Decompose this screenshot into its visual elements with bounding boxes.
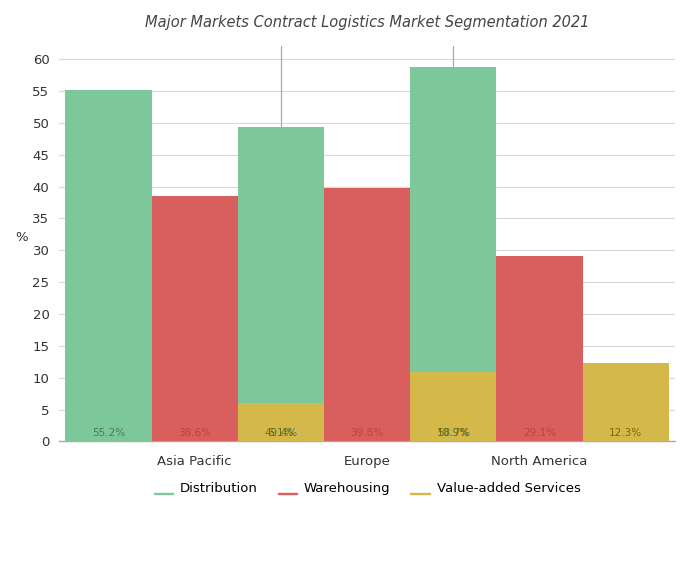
Text: 29.1%: 29.1% (523, 428, 556, 437)
Bar (152, 195, 238, 441)
Bar (496, 256, 582, 441)
Bar (324, 188, 410, 441)
Text: 12.3%: 12.3% (609, 428, 642, 437)
Text: 10.9%: 10.9% (437, 428, 470, 437)
Text: 6.1%: 6.1% (268, 428, 294, 437)
Text: 39.8%: 39.8% (351, 428, 384, 437)
Bar (410, 372, 496, 441)
Bar (238, 127, 324, 441)
Text: 38.6%: 38.6% (178, 428, 211, 437)
Bar (410, 68, 496, 441)
Bar (582, 363, 669, 441)
Y-axis label: %: % (15, 231, 28, 244)
Legend: Distribution, Warehousing, Value-added Services: Distribution, Warehousing, Value-added S… (147, 475, 587, 502)
Text: 58.7%: 58.7% (437, 428, 470, 437)
Text: 49.4%: 49.4% (264, 428, 297, 437)
Bar (66, 90, 152, 441)
Text: 55.2%: 55.2% (92, 428, 125, 437)
Bar (238, 403, 324, 441)
Title: Major Markets Contract Logistics Market Segmentation 2021: Major Markets Contract Logistics Market … (145, 15, 589, 30)
